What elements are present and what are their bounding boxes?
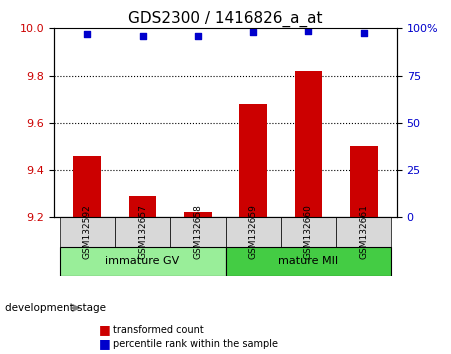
FancyBboxPatch shape <box>336 217 391 247</box>
Text: ■: ■ <box>99 323 111 336</box>
Text: immature GV: immature GV <box>106 256 179 266</box>
Bar <box>74 156 101 217</box>
Bar <box>129 196 156 217</box>
Bar <box>350 146 377 217</box>
Point <box>360 30 367 36</box>
Point <box>305 28 312 34</box>
Text: GSM132658: GSM132658 <box>193 204 202 259</box>
Bar <box>60 28 115 217</box>
Bar <box>281 28 336 217</box>
FancyBboxPatch shape <box>226 247 391 276</box>
Text: GSM132657: GSM132657 <box>138 204 147 259</box>
Bar <box>336 28 391 217</box>
Point <box>249 29 257 35</box>
Title: GDS2300 / 1416826_a_at: GDS2300 / 1416826_a_at <box>128 11 323 27</box>
FancyBboxPatch shape <box>226 217 281 247</box>
FancyBboxPatch shape <box>60 217 115 247</box>
Text: ■: ■ <box>99 337 111 350</box>
Bar <box>170 28 226 217</box>
Point <box>139 33 146 39</box>
Text: development stage: development stage <box>5 303 106 313</box>
FancyBboxPatch shape <box>281 217 336 247</box>
Bar <box>226 28 281 217</box>
Text: GSM132659: GSM132659 <box>249 204 258 259</box>
Text: GSM132592: GSM132592 <box>83 205 92 259</box>
Text: GSM132660: GSM132660 <box>304 204 313 259</box>
Text: percentile rank within the sample: percentile rank within the sample <box>113 339 278 349</box>
Point <box>194 33 202 39</box>
Bar <box>115 28 170 217</box>
Point <box>84 31 91 37</box>
Bar <box>184 212 212 217</box>
FancyBboxPatch shape <box>60 247 226 276</box>
FancyBboxPatch shape <box>115 217 170 247</box>
Text: mature MII: mature MII <box>278 256 339 266</box>
Bar <box>239 104 267 217</box>
FancyBboxPatch shape <box>170 217 226 247</box>
Text: GSM132661: GSM132661 <box>359 204 368 259</box>
Text: transformed count: transformed count <box>113 325 203 335</box>
Bar <box>295 71 322 217</box>
